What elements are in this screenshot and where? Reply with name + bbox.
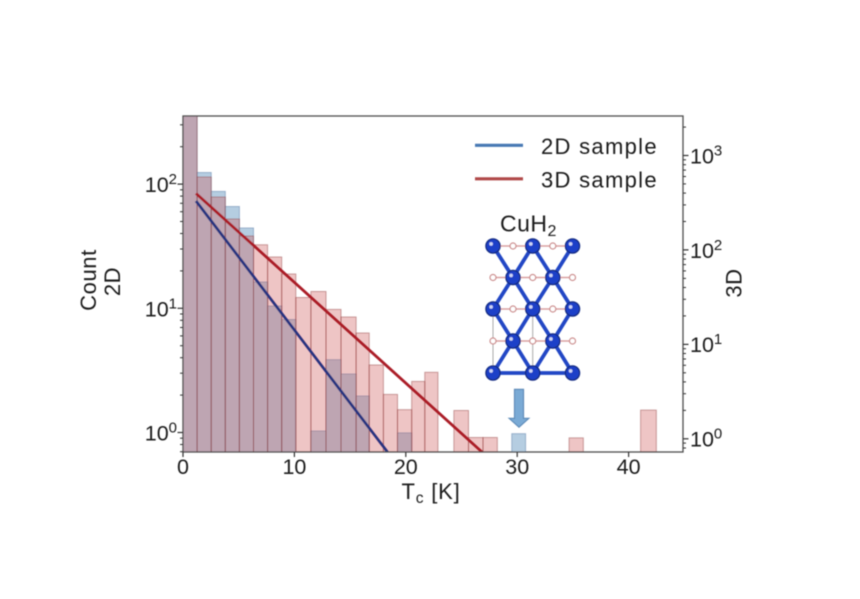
svg-text:2D: 2D <box>100 267 125 296</box>
svg-text:0: 0 <box>177 455 189 479</box>
svg-text:20: 20 <box>394 455 418 479</box>
svg-text:10: 10 <box>282 455 306 479</box>
svg-text:102: 102 <box>690 237 722 263</box>
svg-text:2D sample: 2D sample <box>541 134 658 159</box>
svg-text:30: 30 <box>505 455 529 479</box>
svg-text:3D: 3D <box>722 268 747 297</box>
svg-text:Tc [K]: Tc [K] <box>401 479 460 507</box>
svg-text:40: 40 <box>617 455 641 479</box>
svg-text:3D sample: 3D sample <box>541 168 658 193</box>
svg-text:CuH2: CuH2 <box>500 211 557 241</box>
svg-text:Count: Count <box>76 249 101 311</box>
